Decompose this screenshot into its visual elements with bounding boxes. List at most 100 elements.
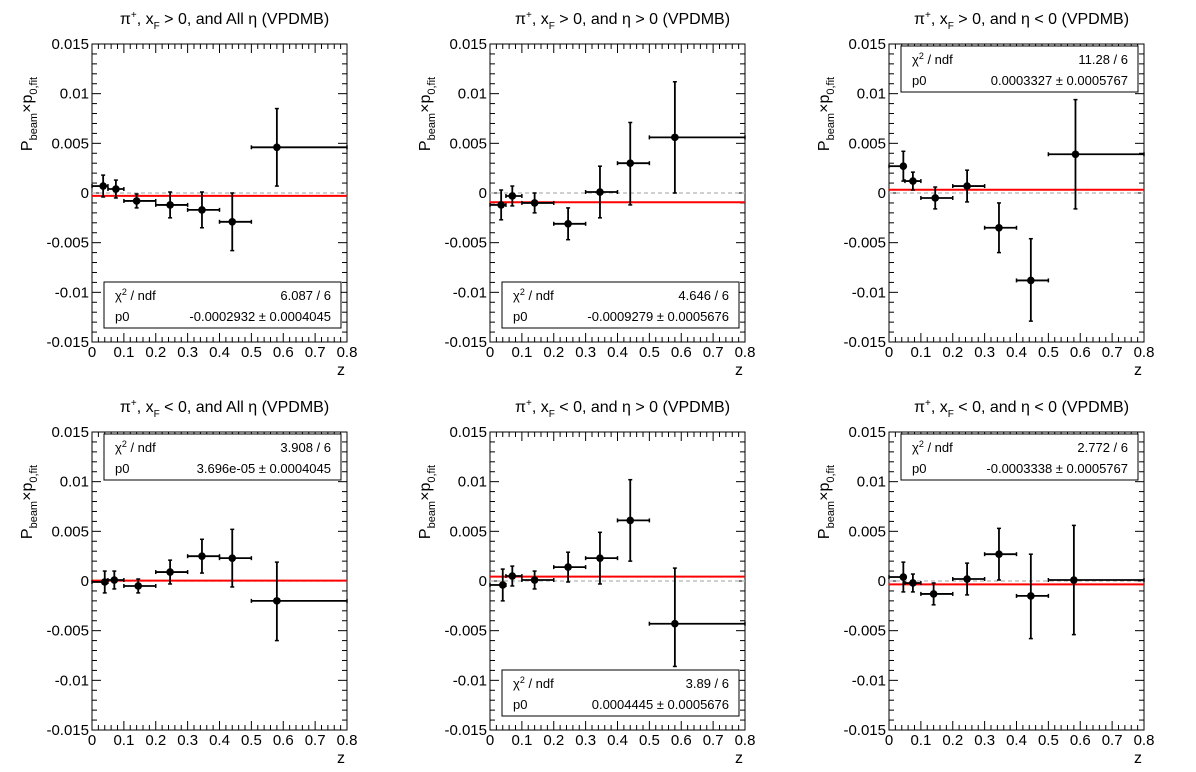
- ylabel-subscript: 0,fit: [426, 465, 438, 483]
- y-tick-label: 0.015: [848, 36, 886, 53]
- y-tick-label: 0.005: [449, 135, 487, 152]
- data-point-group: [155, 559, 189, 585]
- stats-p0-label: p0: [912, 461, 926, 476]
- x-tick-label: 0.2: [942, 732, 963, 749]
- stats-p0-value: -0.0002932 ± 0.0004045: [189, 309, 331, 324]
- y-tick-label: -0.005: [843, 623, 886, 640]
- stats-box-frame: [501, 669, 740, 717]
- x-axis-label: z: [337, 750, 345, 767]
- x-tick-label: 0.8: [337, 732, 358, 749]
- y-tick-label: 0.005: [51, 523, 89, 540]
- x-tick-label: 0.5: [1038, 344, 1059, 361]
- data-point: [228, 554, 237, 562]
- ylabel-text: P: [816, 140, 833, 151]
- x-tick-label: 0.4: [607, 344, 628, 361]
- data-point-group: [521, 570, 555, 590]
- data-point-group: [584, 165, 619, 219]
- title-superscript: +: [925, 10, 931, 21]
- y-tick-label: -0.01: [852, 284, 886, 301]
- ylabel-subscript: 0,fit: [825, 77, 837, 95]
- stats-chi2-label: χ2 / ndf: [115, 287, 156, 303]
- data-point: [564, 563, 572, 571]
- chart-title: π+, xF < 0, and All η (VPDMB): [120, 398, 329, 420]
- data-point-group: [1047, 98, 1145, 210]
- y-tick-label: -0.01: [852, 672, 886, 689]
- data-point-group: [123, 193, 157, 209]
- x-tick-label: 0.4: [1006, 732, 1027, 749]
- y-tick-label: -0.005: [444, 623, 487, 640]
- y-tick-label: -0.01: [453, 672, 487, 689]
- data-point: [132, 197, 141, 205]
- stats-label-text: / ndf: [525, 288, 554, 303]
- chart-panel: π+, xF > 0, and All η (VPDMB) -0.015 -0.01…: [19, 10, 357, 379]
- stats-chi2-value: 3.908 / 6: [280, 440, 331, 455]
- data-point: [1070, 576, 1078, 584]
- stats-label-superscript: 2: [919, 51, 924, 61]
- x-tick-label: 0.7: [305, 344, 326, 361]
- x-tick-label: 0.6: [273, 732, 294, 749]
- stats-label-superscript: 2: [122, 287, 127, 297]
- data-point-group: [250, 107, 348, 187]
- x-tick-label: 0.6: [273, 344, 294, 361]
- data-point-group: [920, 582, 954, 606]
- stats-chi2-value: 3.89 / 6: [686, 676, 729, 691]
- stats-p0-label: p0: [513, 697, 527, 712]
- data-point: [899, 573, 908, 581]
- x-tick-label: 0.6: [1070, 344, 1091, 361]
- data-point: [1027, 276, 1035, 285]
- title-superscript: +: [131, 10, 137, 21]
- ylabel-text: ×p: [816, 483, 833, 501]
- data-point: [596, 188, 604, 196]
- chart-panel: π+, xF < 0, and η < 0 (VPDMB) -0.015 -0.01…: [816, 398, 1154, 767]
- title-text: π: [914, 11, 925, 28]
- y-axis-label: Pbeam×p0,fit: [19, 465, 40, 539]
- y-tick-label: -0.015: [46, 334, 89, 351]
- x-tick-label: 0: [885, 344, 893, 361]
- title-text: π: [120, 11, 131, 28]
- title-text: < 0, and All η (VPDMB): [160, 399, 329, 416]
- stats-chi2-value: 11.28 / 6: [1078, 52, 1128, 67]
- data-point-group: [920, 186, 954, 210]
- ylabel-subscript: beam: [28, 113, 40, 141]
- data-point: [508, 192, 517, 200]
- x-tick-label: 0.3: [177, 732, 198, 749]
- stats-p0-label: p0: [115, 461, 129, 476]
- data-point-group: [648, 567, 746, 668]
- stats-label-text: / ndf: [525, 676, 554, 691]
- data-point: [909, 177, 917, 185]
- data-point-group: [186, 191, 221, 229]
- title-subscript: F: [154, 21, 160, 32]
- data-point: [166, 201, 174, 209]
- stats-box: χ2 / ndf 3.908 / 6 p0 3.696e-05 ± 0.0004045: [103, 433, 342, 481]
- x-axis-label: z: [735, 362, 743, 379]
- x-tick-label: 0.3: [974, 732, 995, 749]
- x-tick-label: 0.2: [145, 344, 166, 361]
- x-tick-label: 0.1: [113, 344, 134, 361]
- y-tick-label: -0.015: [444, 334, 487, 351]
- x-axis-label: z: [337, 362, 345, 379]
- x-tick-label: 0.5: [241, 344, 262, 361]
- stats-label-text: / ndf: [924, 440, 953, 455]
- stats-box-frame: [501, 281, 740, 329]
- x-tick-label: 0: [88, 344, 96, 361]
- x-tick-label: 0.4: [1006, 344, 1027, 361]
- data-point-group: [218, 192, 253, 252]
- stats-box: χ2 / ndf 6.087 / 6 p0 -0.0002932 ± 0.000404…: [103, 281, 342, 329]
- title-text: , x: [137, 11, 154, 28]
- y-tick-label: -0.015: [843, 722, 886, 739]
- y-tick-label: 0: [81, 185, 89, 202]
- title-text: < 0, and η > 0 (VPDMB): [555, 399, 730, 416]
- y-axis-label: Pbeam×p0,fit: [417, 465, 438, 539]
- y-tick-label: 0.01: [458, 474, 487, 491]
- stats-chi2-label: χ2 / ndf: [912, 439, 953, 455]
- x-axis-label: z: [1134, 362, 1142, 379]
- data-point-group: [489, 189, 507, 221]
- data-point-group: [553, 207, 587, 241]
- title-subscript: F: [549, 21, 555, 32]
- chart-title: π+, xF > 0, and η < 0 (VPDMB): [914, 10, 1129, 32]
- data-point-group: [1015, 237, 1050, 322]
- data-point-group: [952, 169, 986, 203]
- x-tick-label: 0.2: [145, 732, 166, 749]
- data-point-group: [186, 538, 221, 574]
- title-subscript: F: [154, 409, 160, 420]
